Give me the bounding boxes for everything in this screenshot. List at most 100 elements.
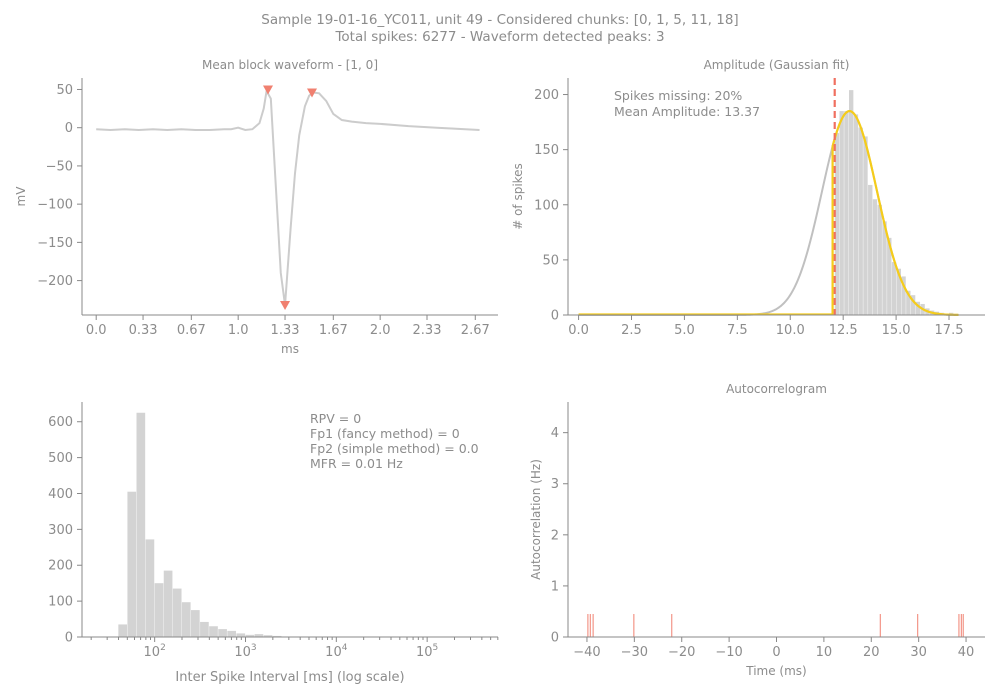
isi-bar bbox=[272, 635, 282, 637]
isi-bar bbox=[127, 491, 137, 637]
isi-bar bbox=[118, 624, 128, 637]
amplitude-x-tick-label: 12.5 bbox=[829, 323, 858, 338]
amplitude-bar bbox=[887, 237, 892, 315]
figure-title-line-1: Sample 19-01-16_YC011, unit 49 - Conside… bbox=[261, 12, 739, 28]
waveform-x-tick-label: 1.0 bbox=[228, 323, 249, 338]
isi-bar bbox=[145, 539, 155, 637]
autocorrelogram-x-tick-label: −30 bbox=[621, 645, 648, 660]
amplitude-y-label: # of spikes bbox=[511, 163, 525, 230]
amplitude-bar bbox=[915, 301, 921, 315]
amplitude-bar bbox=[910, 295, 916, 315]
waveform-y-tick-label: −150 bbox=[37, 236, 73, 251]
autocorrelogram-x-tick-label: 30 bbox=[910, 645, 927, 660]
isi-annotation: MFR = 0.01 Hz bbox=[310, 456, 403, 471]
isi-y-tick-label: 600 bbox=[48, 415, 73, 430]
amplitude-bar bbox=[858, 127, 863, 316]
isi-bar bbox=[172, 588, 182, 637]
isi-bar bbox=[209, 626, 218, 637]
amplitude-x-tick-label: 0.0 bbox=[568, 323, 589, 338]
waveform-peak-marker bbox=[262, 85, 273, 95]
amplitude-fit-curve bbox=[578, 109, 959, 317]
amplitude-bar bbox=[901, 276, 906, 315]
waveform-peak-marker bbox=[307, 88, 318, 98]
isi-y-tick-label: 300 bbox=[48, 523, 73, 538]
waveform-x-tick-label: 2.67 bbox=[461, 323, 490, 338]
isi-y-tick-label: 400 bbox=[48, 487, 73, 502]
autocorrelogram-x-tick-label: −40 bbox=[573, 645, 600, 660]
amplitude-bar bbox=[877, 204, 882, 315]
isi-x-label: Inter Spike Interval [ms] (log scale) bbox=[175, 670, 404, 685]
isi-annotation: Fp2 (simple method) = 0.0 bbox=[310, 441, 479, 456]
amplitude-y-tick-label: 200 bbox=[534, 88, 559, 103]
isi-bar bbox=[181, 602, 191, 637]
isi-y-tick-label: 100 bbox=[48, 595, 73, 610]
amplitude-bar bbox=[868, 184, 873, 315]
amplitude-bar bbox=[872, 199, 878, 315]
amplitude-bar bbox=[844, 111, 849, 316]
autocorrelogram-y-tick-label: 1 bbox=[551, 579, 559, 594]
amplitude-x-tick-label: 17.5 bbox=[935, 323, 964, 338]
waveform-y-tick-label: −50 bbox=[46, 159, 73, 174]
isi-annotation: Fp1 (fancy method) = 0 bbox=[310, 426, 460, 441]
autocorrelogram-y-tick-label: 3 bbox=[551, 477, 559, 492]
amplitude-y-tick-label: 0 bbox=[551, 309, 559, 324]
waveform-x-tick-label: 0.0 bbox=[86, 323, 107, 338]
autocorrelogram-x-tick-label: 0 bbox=[772, 645, 780, 660]
amplitude-bar bbox=[863, 136, 868, 315]
isi-y-tick-label: 0 bbox=[65, 631, 73, 646]
autocorrelogram-x-label: Time (ms) bbox=[745, 664, 807, 678]
waveform-y-label: mV bbox=[14, 186, 28, 207]
amplitude-y-tick-label: 100 bbox=[534, 198, 559, 213]
autocorrelogram-title: Autocorrelogram bbox=[726, 382, 827, 396]
isi-bar bbox=[190, 610, 200, 637]
isi-bar bbox=[254, 634, 264, 637]
amplitude-bar bbox=[848, 90, 854, 315]
isi-y-tick-label: 200 bbox=[48, 559, 73, 574]
waveform-x-tick-label: 1.33 bbox=[271, 323, 300, 338]
waveform-x-label: ms bbox=[281, 342, 299, 356]
amplitude-x-tick-label: 5.0 bbox=[674, 323, 695, 338]
isi-bar bbox=[263, 635, 273, 637]
isi-bar bbox=[245, 634, 255, 637]
autocorrelogram-y-tick-label: 0 bbox=[551, 631, 559, 646]
amplitude-bar bbox=[853, 114, 859, 316]
waveform-y-tick-label: −200 bbox=[37, 274, 73, 289]
amplitude-bar bbox=[891, 262, 897, 315]
amplitude-bar bbox=[896, 268, 901, 315]
autocorrelogram-x-tick-label: 10 bbox=[816, 645, 833, 660]
amplitude-annotation: Spikes missing: 20% bbox=[614, 88, 742, 103]
amplitude-title: Amplitude (Gaussian fit) bbox=[704, 58, 850, 72]
isi-bar bbox=[154, 583, 164, 637]
isi-bar bbox=[227, 630, 237, 637]
autocorrelogram-y-label: Autocorrelation (Hz) bbox=[529, 459, 543, 580]
amplitude-x-tick-label: 15.0 bbox=[882, 323, 911, 338]
amplitude-bar bbox=[906, 290, 911, 315]
waveform-title: Mean block waveform - [1, 0] bbox=[202, 58, 378, 72]
waveform-y-tick-label: −100 bbox=[37, 198, 73, 213]
amplitude-x-tick-label: 7.5 bbox=[727, 323, 748, 338]
amplitude-bar bbox=[882, 221, 887, 315]
autocorrelogram-x-tick-label: 20 bbox=[863, 645, 880, 660]
isi-bar bbox=[236, 633, 246, 637]
isi-x-tick-label: 104 bbox=[325, 643, 348, 660]
isi-x-tick-label: 102 bbox=[144, 643, 166, 660]
isi-y-tick-label: 500 bbox=[48, 451, 73, 466]
waveform-peak-marker bbox=[280, 301, 291, 311]
amplitude-annotation: Mean Amplitude: 13.37 bbox=[614, 104, 760, 119]
amplitude-bar bbox=[834, 133, 840, 315]
isi-bar bbox=[136, 412, 146, 637]
isi-x-tick-label: 105 bbox=[416, 643, 438, 660]
waveform-x-tick-label: 0.67 bbox=[177, 323, 206, 338]
waveform-y-tick-label: 0 bbox=[65, 121, 73, 136]
amplitude-y-tick-label: 50 bbox=[542, 253, 559, 268]
waveform-x-tick-label: 1.67 bbox=[319, 323, 348, 338]
isi-bar bbox=[200, 621, 209, 637]
autocorrelogram-x-tick-label: −10 bbox=[715, 645, 742, 660]
waveform-x-tick-label: 2.33 bbox=[413, 323, 442, 338]
waveform-x-tick-label: 0.33 bbox=[129, 323, 158, 338]
autocorrelogram-y-tick-label: 2 bbox=[551, 528, 559, 543]
waveform-line bbox=[96, 87, 480, 306]
figure-title-line-2: Total spikes: 6277 - Waveform detected p… bbox=[335, 29, 665, 45]
amplitude-x-tick-label: 2.5 bbox=[621, 323, 642, 338]
